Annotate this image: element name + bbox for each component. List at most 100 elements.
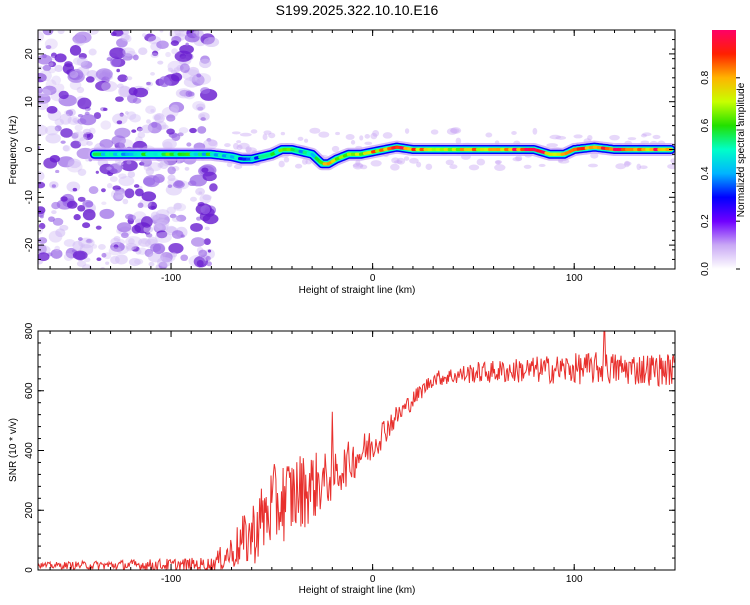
noise-blob <box>167 166 175 174</box>
snr-series <box>38 331 674 570</box>
noise-blob <box>168 184 173 188</box>
noise-blob <box>53 218 64 226</box>
halo-blob <box>335 132 340 135</box>
noise-blob <box>135 189 144 197</box>
snr-ytick-label: 200 <box>24 501 35 518</box>
snr-xtick-label: 100 <box>566 574 583 585</box>
halo-blob <box>555 136 566 140</box>
noise-blob <box>115 254 128 264</box>
noise-blob <box>121 232 129 238</box>
noise-blob <box>78 237 83 241</box>
noise-blob <box>146 82 153 87</box>
spectrogram-ytick-label: -10 <box>24 190 35 205</box>
noise-blob <box>206 261 212 266</box>
noise-blob <box>85 108 88 111</box>
noise-blob <box>68 159 81 169</box>
noise-blob <box>166 128 175 134</box>
noise-blob <box>138 128 142 131</box>
noise-blob <box>141 124 152 133</box>
noise-blob <box>208 249 211 252</box>
noise-blob <box>157 61 163 65</box>
halo-blob <box>477 159 486 166</box>
halo-blob <box>495 160 502 164</box>
noise-blob <box>196 104 206 111</box>
noise-blob <box>114 236 121 241</box>
noise-blob <box>64 239 76 247</box>
colorbar-tick-label: 0.0 <box>700 262 711 276</box>
noise-blob <box>67 201 78 209</box>
noise-blob <box>83 129 92 134</box>
noise-blob <box>201 168 208 173</box>
halo-blob <box>539 164 546 167</box>
noise-blob <box>142 33 146 37</box>
noise-blob <box>191 237 205 247</box>
halo-blob <box>667 164 679 169</box>
figure-title: S199.2025.322.10.10.E16 <box>276 2 439 18</box>
halo-blob <box>449 164 457 169</box>
halo-blob <box>224 143 231 147</box>
noise-blob <box>162 139 177 149</box>
halo-blob <box>405 128 409 134</box>
halo-blob <box>279 161 285 168</box>
noise-blob <box>70 45 81 56</box>
noise-blob <box>101 253 106 258</box>
halo-blob <box>332 146 339 152</box>
noise-blob <box>171 48 178 54</box>
colorbar-gradient <box>712 30 736 269</box>
snr-xlabel: Height of straight line (km) <box>299 585 416 596</box>
halo-blob <box>394 160 403 164</box>
snr-ytick-label: 800 <box>24 322 35 339</box>
noise-blob <box>126 161 131 165</box>
noise-blob <box>186 90 193 97</box>
halo-blob <box>240 133 252 137</box>
noise-blob <box>201 205 211 214</box>
noise-blob <box>133 55 139 61</box>
noise-blob <box>47 106 58 114</box>
noise-blob <box>85 112 90 115</box>
spectrogram-xlabel: Height of straight line (km) <box>299 285 416 296</box>
noise-blob <box>167 174 175 181</box>
noise-blob <box>111 189 125 199</box>
noise-blob <box>73 57 86 65</box>
noise-blob <box>106 167 112 171</box>
noise-blob <box>126 111 136 119</box>
halo-blob <box>304 139 308 143</box>
colorbar-tick-label: 0.6 <box>700 118 711 132</box>
halo-blob <box>641 134 647 138</box>
noise-blob <box>185 43 188 46</box>
halo-blob <box>546 143 558 147</box>
noise-blob <box>60 128 73 138</box>
noise-blob <box>200 87 210 94</box>
halo-blob <box>298 137 304 141</box>
spectrogram-ytick-label: -20 <box>24 237 35 252</box>
halo-blob <box>588 164 598 168</box>
noise-blob <box>134 184 139 188</box>
halo-blob <box>351 140 355 145</box>
noise-blob <box>122 199 128 205</box>
noise-blob <box>186 142 191 146</box>
colorbar-label: Normalized spectral amplitude <box>736 82 747 217</box>
noise-blob <box>42 54 47 58</box>
halo-blob <box>636 164 641 170</box>
noise-blob <box>86 76 95 82</box>
noise-blob <box>189 255 206 267</box>
noise-blob <box>174 67 181 71</box>
noise-blob <box>138 238 151 247</box>
noise-blob <box>146 233 152 237</box>
noise-blob <box>96 257 101 261</box>
noise-blob <box>154 115 161 120</box>
noise-blob <box>185 167 190 171</box>
noise-blob <box>89 49 97 56</box>
halo-blob <box>245 146 251 152</box>
halo-blob <box>383 132 393 139</box>
noise-blob <box>54 246 60 251</box>
colorbar-tick-label: 0.4 <box>700 166 711 180</box>
halo-blob <box>416 162 421 168</box>
halo-blob <box>251 129 258 133</box>
halo-blob <box>426 164 433 170</box>
noise-blob <box>109 247 122 256</box>
noise-blob <box>166 114 175 121</box>
